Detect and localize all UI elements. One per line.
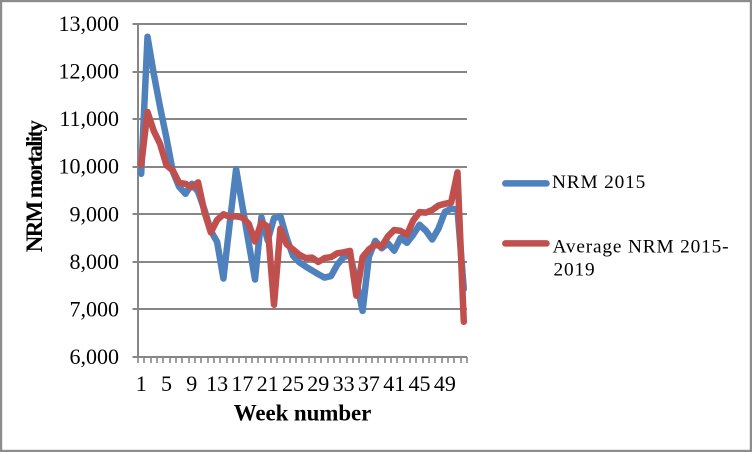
svg-text:NRM mortality: NRM mortality [22, 120, 47, 253]
svg-text:33: 33 [333, 371, 355, 396]
svg-text:12,000: 12,000 [59, 59, 120, 84]
svg-text:7,000: 7,000 [70, 296, 120, 321]
svg-text:9: 9 [186, 371, 197, 396]
svg-text:45: 45 [409, 371, 431, 396]
svg-text:37: 37 [358, 371, 380, 396]
svg-text:5: 5 [161, 371, 172, 396]
svg-text:29: 29 [307, 371, 329, 396]
svg-text:11,000: 11,000 [59, 106, 119, 131]
svg-text:Week number: Week number [234, 400, 372, 425]
svg-text:13,000: 13,000 [59, 11, 120, 36]
svg-text:41: 41 [383, 371, 405, 396]
svg-text:25: 25 [282, 371, 304, 396]
svg-text:Average NRM 2015-: Average NRM 2015- [553, 236, 730, 257]
svg-text:6,000: 6,000 [70, 344, 120, 369]
svg-text:9,000: 9,000 [70, 201, 120, 226]
svg-text:1: 1 [136, 371, 147, 396]
svg-text:17: 17 [231, 371, 253, 396]
svg-text:8,000: 8,000 [70, 249, 120, 274]
svg-text:2019: 2019 [554, 260, 596, 281]
svg-text:21: 21 [257, 371, 279, 396]
svg-text:10,000: 10,000 [59, 154, 120, 179]
svg-text:NRM 2015: NRM 2015 [552, 172, 646, 193]
svg-text:49: 49 [434, 371, 456, 396]
svg-text:13: 13 [206, 371, 228, 396]
